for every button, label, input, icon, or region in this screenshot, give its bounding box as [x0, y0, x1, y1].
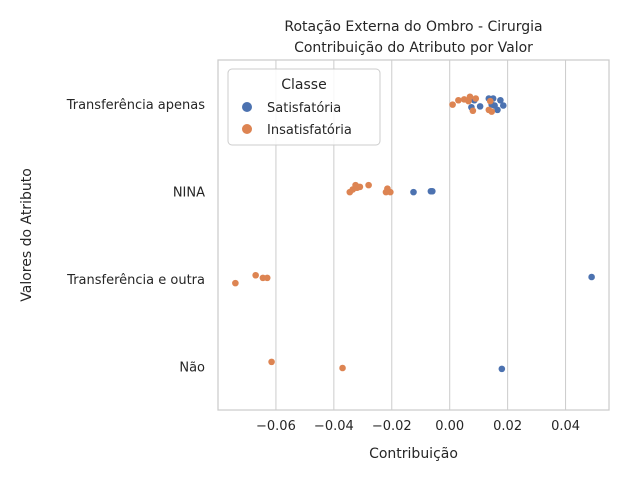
data-point-satisfatoria	[494, 106, 501, 114]
data-point-insatisfatoria	[488, 108, 496, 115]
data-point-insatisfatoria	[469, 107, 477, 115]
data-point-satisfatoria	[429, 187, 436, 195]
data-point-satisfatoria	[497, 96, 504, 104]
data-point-satisfatoria	[410, 188, 417, 196]
legend-label-insatisfatoria: Insatisfatória	[267, 123, 352, 138]
legend-label-satisfatoria: Satisfatória	[267, 101, 341, 116]
data-point-insatisfatoria	[268, 358, 275, 366]
data-point-insatisfatoria	[232, 279, 239, 287]
y-tick-label: NINA	[173, 185, 205, 200]
data-point-satisfatoria	[499, 102, 507, 109]
x-tick-label: 0.04	[551, 419, 580, 434]
data-point-insatisfatoria	[472, 95, 480, 102]
data-point-insatisfatoria	[486, 97, 494, 105]
x-tick-label: −0.04	[314, 419, 354, 434]
points-layer	[232, 93, 595, 373]
y-tick-labels: Transferência apenas NINA Transferência e …	[66, 98, 206, 376]
plot-frame	[217, 59, 610, 411]
data-point-insatisfatoria	[356, 183, 364, 191]
data-point-insatisfatoria	[252, 271, 259, 279]
y-tick-label: Transferência apenas	[66, 98, 206, 113]
legend-box	[227, 68, 381, 146]
data-point-insatisfatoria	[387, 188, 394, 196]
data-point-insatisfatoria	[365, 181, 372, 189]
legend: Classe Satisfatória Insatisfatória	[227, 68, 381, 146]
data-point-insatisfatoria	[466, 93, 474, 101]
x-axis-label: Contribuição	[369, 446, 458, 462]
legend-marker-satisfatoria	[242, 102, 252, 112]
data-point-insatisfatoria	[339, 364, 346, 372]
legend-marker-insatisfatoria	[242, 124, 252, 134]
legend-title: Classe	[281, 77, 326, 93]
data-point-satisfatoria	[588, 273, 595, 281]
chart-title: Rotação Externa do Ombro - Cirurgia	[284, 19, 542, 35]
x-tick-label: −0.02	[372, 419, 412, 434]
x-tick-label: 0.02	[493, 419, 522, 434]
data-point-insatisfatoria	[263, 274, 271, 282]
y-tick-label: Não	[179, 360, 205, 375]
data-point-satisfatoria	[476, 103, 484, 110]
x-tick-label: −0.06	[256, 419, 296, 434]
data-point-satisfatoria	[498, 365, 506, 373]
chart-subtitle: Contribuição do Atributo por Valor	[294, 40, 533, 56]
y-axis-label: Valores do Atributo	[19, 168, 35, 302]
data-point-insatisfatoria	[449, 101, 456, 108]
data-point-insatisfatoria	[455, 96, 462, 104]
x-tick-labels: −0.06 −0.04 −0.02 0.00 0.02 0.04	[256, 419, 580, 434]
y-tick-label: Transferência e outra	[66, 273, 205, 288]
x-tick-label: 0.00	[435, 419, 464, 434]
